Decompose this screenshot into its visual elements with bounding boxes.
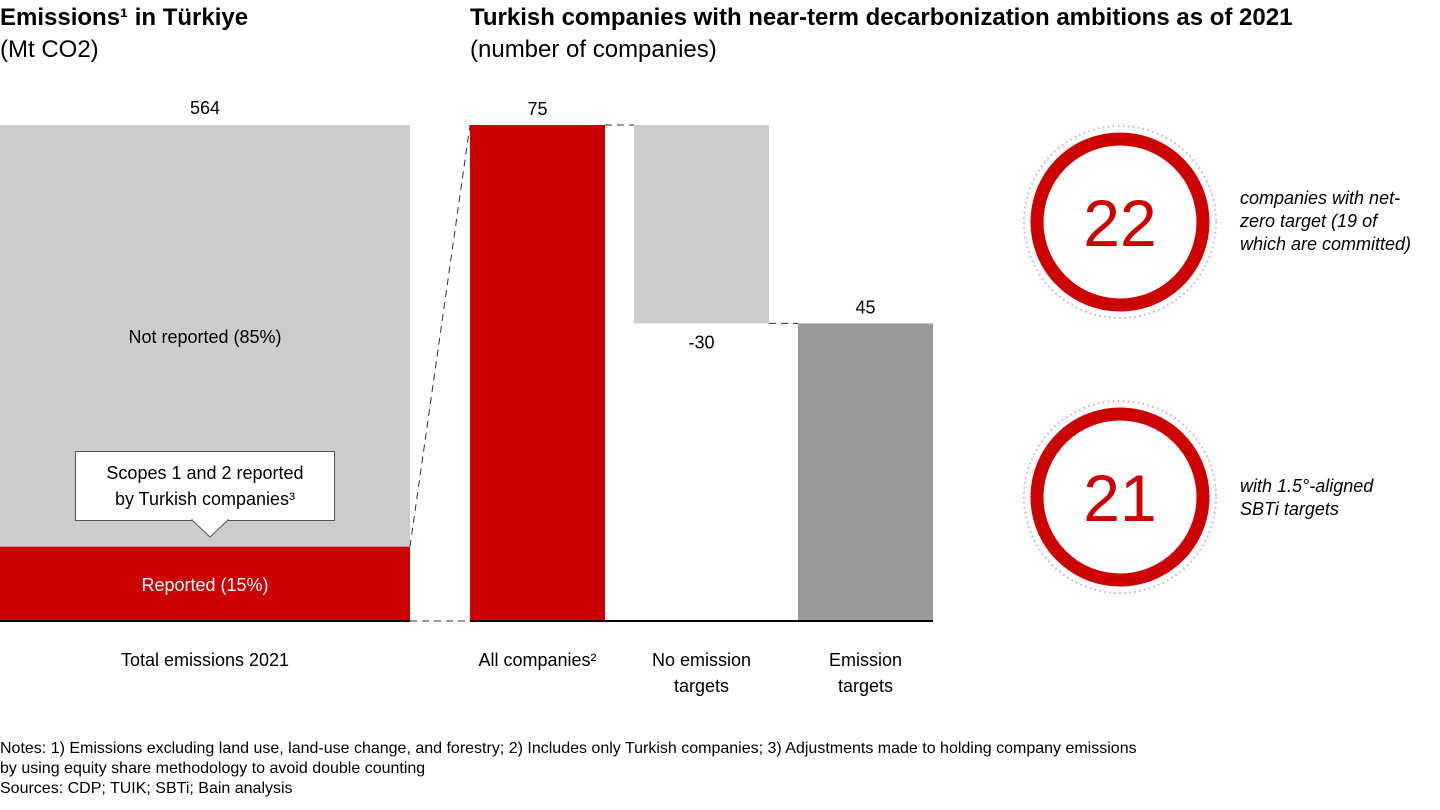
notes-line-1: Notes: 1) Emissions excluding land use, …: [0, 740, 1137, 757]
waterfall-bar-0: [470, 125, 605, 621]
waterfall-category-label-2-0: Emission: [829, 650, 902, 670]
callout-line-1: Scopes 1 and 2 reported: [106, 463, 304, 483]
stat-sbti-text: with 1.5°-aligned SBTi targets: [1240, 475, 1440, 521]
stat-net-zero-line-3: which are committed): [1240, 234, 1412, 254]
waterfall-value-label-0: 75: [527, 99, 547, 119]
stat-sbti-line-1: with 1.5°-aligned: [1240, 476, 1374, 496]
waterfall-category-label-0-0: All companies²: [478, 650, 596, 670]
stat-value-1: 21: [1083, 461, 1156, 535]
segment-label-not-reported: Not reported (85%): [128, 327, 281, 347]
right-chart-subtitle: (number of companies): [470, 36, 717, 63]
stat-ring-0: [1030, 132, 1210, 312]
footnotes: Notes: 1) Emissions excluding land use, …: [0, 739, 1440, 799]
stat-rings: 22 21: [1023, 125, 1217, 594]
sources-line: Sources: CDP; TUIK; SBTi; Bain analysis: [0, 780, 293, 797]
waterfall-category-label-1-1: targets: [674, 676, 729, 696]
total-value-label: 564: [190, 98, 220, 118]
stacked-segment-0: [0, 546, 410, 621]
stat-net-zero-text: companies with net- zero target (19 of w…: [1240, 187, 1440, 256]
waterfall-category-label-1-0: No emission: [652, 650, 751, 670]
waterfall-category-label-2-1: targets: [838, 676, 893, 696]
stat-value-0: 22: [1083, 186, 1156, 260]
waterfall-value-label-2: 45: [855, 297, 875, 317]
notes-line-2: by using equity share methodology to avo…: [0, 760, 426, 777]
stat-ring-1: [1030, 407, 1210, 587]
waterfall-value-label-1: -30: [688, 332, 714, 352]
stat-ring-dots-1: [1023, 400, 1217, 594]
callout-line-2: by Turkish companies³: [114, 489, 296, 509]
stat-ring-dots-0: [1023, 125, 1217, 319]
waterfall-bar-2: [798, 323, 933, 621]
left-chart-subtitle: (Mt CO2): [0, 36, 99, 63]
waterfall-chart: 75 All companies² -30 No emission targets 45 E…: [470, 99, 933, 696]
segment-label-reported: Reported (15%): [141, 575, 268, 595]
category-label-total: Total emissions 2021: [121, 650, 289, 670]
waterfall-bar-1: [634, 125, 769, 324]
scopes-callout: Scopes 1 and 2 reported by Turkish compa…: [75, 451, 335, 521]
callout-pointer: [190, 519, 230, 538]
stat-sbti-line-2: SBTi targets: [1240, 499, 1339, 519]
zoom-connector-top: [409, 124, 471, 547]
left-chart-title: Emissions¹ in Türkiye: [0, 4, 249, 31]
stat-net-zero-line-1: companies with net-: [1240, 188, 1401, 208]
stat-net-zero-line-2: zero target (19 of: [1240, 211, 1378, 231]
emissions-chart: Reported (15%) Not reported (85%) 564 Total…: [0, 98, 471, 670]
right-chart-title: Turkish companies with near-term decarbo…: [470, 4, 1293, 31]
